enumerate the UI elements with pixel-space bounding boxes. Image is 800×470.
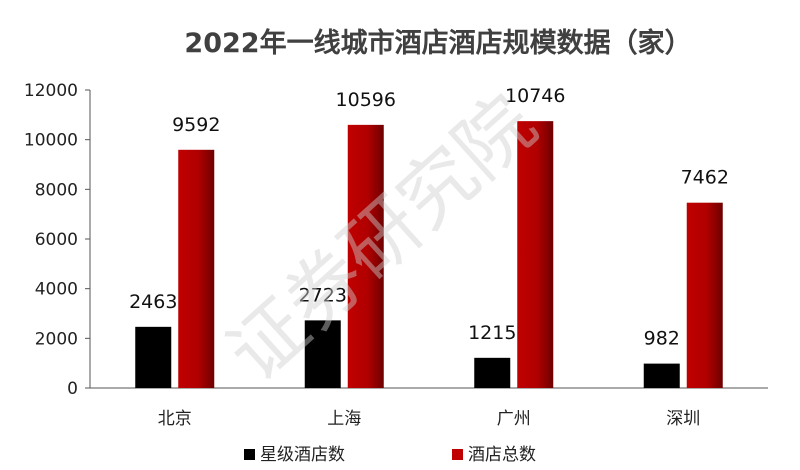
plot-area: 0 2000 4000 6000 8000 10000 12000 2463 9592 北京 272…: [24, 81, 768, 429]
bar-star-hotels: [643, 363, 680, 388]
data-label: 1215: [468, 322, 516, 344]
legend-label: 星级酒店数: [260, 445, 345, 465]
chart-title: 2022年一线城市酒店酒店规模数据（家）: [184, 27, 691, 59]
legend-swatch: [244, 449, 255, 460]
data-label: 10596: [336, 89, 396, 111]
data-label: 7462: [681, 167, 729, 189]
x-category-label: 上海: [327, 409, 361, 429]
bar-total-hotels: [686, 202, 723, 388]
y-tick-label: 6000: [35, 230, 78, 250]
x-category-label: 广州: [497, 409, 531, 429]
x-category-label: 深圳: [666, 409, 700, 429]
bar-total-hotels: [517, 121, 554, 389]
data-label: 2463: [129, 291, 177, 313]
legend: 星级酒店数 酒店总数: [244, 445, 536, 465]
bar-star-hotels: [474, 357, 511, 388]
bar-total-hotels: [178, 149, 215, 388]
legend-label: 酒店总数: [468, 445, 536, 465]
y-tick-label: 4000: [35, 280, 78, 300]
data-label: 9592: [172, 114, 220, 136]
data-label: 2723: [299, 284, 347, 306]
bar-star-hotels: [135, 326, 172, 388]
y-tick-label: 2000: [35, 329, 78, 349]
bar-star-hotels: [304, 320, 341, 388]
x-category-label: 北京: [158, 409, 192, 429]
data-label: 10746: [505, 85, 565, 107]
y-tick-label: 12000: [24, 81, 78, 101]
y-tick-label: 10000: [24, 131, 78, 151]
y-tick-label: 0: [67, 379, 78, 399]
legend-swatch: [452, 449, 463, 460]
bar-total-hotels: [347, 124, 384, 388]
y-tick-label: 8000: [35, 180, 78, 200]
data-label: 982: [644, 328, 680, 350]
